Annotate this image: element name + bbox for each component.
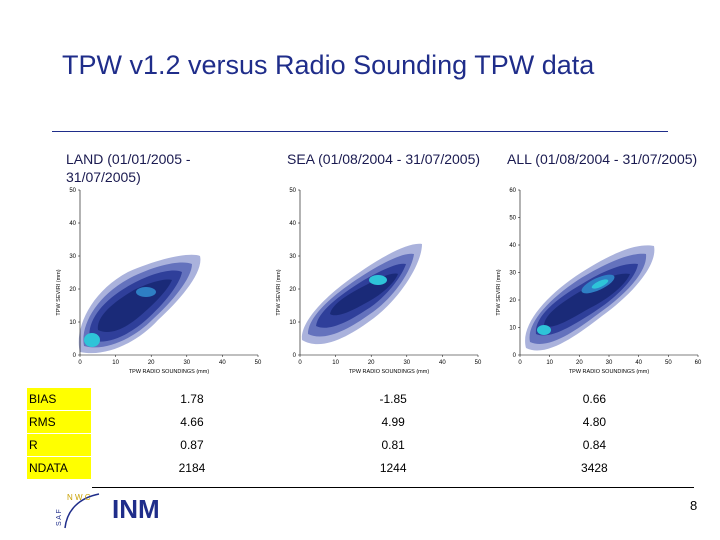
all-x-axis-label: TPW RADIO SOUNDINGS (mm)	[569, 369, 650, 375]
land-peak-1	[84, 333, 100, 347]
row-label: NDATA	[27, 456, 92, 480]
all-y-tick-label: 0	[513, 353, 517, 359]
land-density-plot: 0 10 20 30 40 50 0 10 20 30 40 50 TPW RADIO SOUNDING…	[56, 188, 262, 375]
cell: 4.66	[91, 410, 293, 434]
sea-y-tick-label: 50	[289, 188, 296, 194]
table-row: BIAS 1.78 -1.85 0.66	[27, 388, 695, 411]
land-x-axis-label: TPW RADIO SOUNDINGS (mm)	[129, 369, 210, 375]
row-label: BIAS	[27, 388, 92, 411]
all-x-tick-label: 40	[635, 360, 642, 366]
cell: 1244	[292, 456, 494, 480]
title-divider	[52, 131, 668, 132]
all-x-tick-label: 50	[665, 360, 672, 366]
land-y-axis-label: TPW SEVIRI (mm)	[56, 269, 62, 315]
inm-logo: INM	[112, 494, 160, 522]
caption-land-period: (01/01/2005 - 31/07/2005)	[66, 151, 191, 185]
all-x-tick-label: 60	[695, 360, 702, 366]
all-peak-2	[591, 279, 609, 289]
land-y-tick-label: 0	[73, 353, 77, 359]
sea-contours	[301, 243, 422, 345]
sea-y-axis-label: TPW SEVIRI (mm)	[276, 269, 282, 315]
all-x-tick-label: 10	[546, 360, 553, 366]
sea-x-tick-label: 0	[298, 360, 302, 366]
all-contour-4	[544, 273, 630, 327]
land-peak-2	[136, 287, 156, 297]
cell: 0.84	[493, 433, 695, 457]
cell: 3428	[493, 456, 695, 480]
land-y-tick-label: 10	[69, 320, 76, 326]
all-density-plot: 0 10 20 30 40 50 60 0 10 20 30 40 50 60 TPW RADIO SOUN…	[496, 188, 702, 375]
sea-x-tick-label: 20	[368, 360, 375, 366]
cell: 0.66	[493, 388, 695, 411]
land-y-tick-label: 20	[69, 287, 76, 293]
land-x-tick-label: 50	[255, 360, 262, 366]
inm-text: INM	[112, 494, 160, 522]
all-x-tick-label: 20	[576, 360, 583, 366]
land-y-tick-label: 30	[69, 254, 76, 260]
table-row: NDATA 2184 1244 3428	[27, 456, 695, 480]
caption-sea-name: SEA	[287, 151, 315, 167]
cell: -1.85	[292, 388, 494, 411]
sea-peak-1	[369, 275, 387, 285]
land-x-tick-label: 20	[148, 360, 155, 366]
sea-x-tick-label: 30	[403, 360, 410, 366]
cell: 0.87	[91, 433, 293, 457]
all-y-tick-label: 30	[509, 271, 516, 277]
land-y-tick-label: 40	[69, 221, 76, 227]
land-x-tick-label: 40	[219, 360, 226, 366]
nwc-saf-arc	[64, 493, 100, 529]
caption-sea-period: (01/08/2004 - 31/07/2005)	[318, 151, 481, 167]
sea-y-tick-label: 0	[293, 353, 297, 359]
caption-all-name: ALL	[507, 151, 532, 167]
cell: 1.78	[91, 388, 293, 411]
land-y-tick-label: 50	[69, 188, 76, 194]
caption-land: LAND (01/01/2005 - 31/07/2005)	[66, 150, 266, 186]
cell: 4.80	[493, 410, 695, 434]
sea-y-tick-label: 40	[289, 221, 296, 227]
land-x-tick-label: 10	[112, 360, 119, 366]
page-number: 8	[690, 498, 698, 513]
footer-divider	[92, 487, 694, 488]
all-y-tick-label: 20	[509, 298, 516, 304]
all-contours	[525, 245, 655, 351]
sea-x-tick-label: 10	[332, 360, 339, 366]
land-x-tick-label: 0	[78, 360, 82, 366]
nwc-saf-logo: N W C S A F	[56, 493, 100, 529]
nwc-text: N W C	[67, 493, 91, 502]
land-x-tick-label: 30	[183, 360, 190, 366]
land-contours	[78, 254, 201, 354]
saf-text: S A F	[56, 509, 63, 526]
sea-y-tick-label: 30	[289, 254, 296, 260]
slide-title: TPW v1.2 versus Radio Sounding TPW data	[62, 50, 595, 80]
caption-all-period: (01/08/2004 - 31/07/2005)	[535, 151, 698, 167]
sea-x-tick-label: 40	[439, 360, 446, 366]
table-row: R 0.87 0.81 0.84	[27, 433, 695, 457]
statistics-table: BIAS 1.78 -1.85 0.66 RMS 4.66 4.99 4.80 …	[27, 388, 695, 480]
all-y-axis-label: TPW SEVIRI (mm)	[496, 269, 502, 315]
all-y-tick-label: 10	[509, 326, 516, 332]
all-y-tick-label: 50	[509, 216, 516, 222]
all-peak-3	[537, 325, 551, 335]
caption-sea: SEA (01/08/2004 - 31/07/2005)	[287, 150, 487, 168]
caption-land-name: LAND	[66, 151, 104, 167]
table-row: RMS 4.66 4.99 4.80	[27, 410, 695, 434]
all-x-tick-label: 0	[518, 360, 522, 366]
all-x-tick-label: 30	[606, 360, 613, 366]
all-y-tick-label: 40	[509, 243, 516, 249]
sea-x-axis-label: TPW RADIO SOUNDINGS (mm)	[349, 369, 430, 375]
caption-all: ALL (01/08/2004 - 31/07/2005)	[507, 150, 707, 168]
cell: 0.81	[292, 433, 494, 457]
sea-x-tick-label: 50	[475, 360, 482, 366]
sea-y-tick-label: 20	[289, 287, 296, 293]
sea-density-plot: 0 10 20 30 40 50 0 10 20 30 40 50 TPW RADIO SOUNDING…	[276, 188, 482, 375]
cell: 4.99	[292, 410, 494, 434]
row-label: R	[27, 433, 92, 457]
sea-y-tick-label: 10	[289, 320, 296, 326]
row-label: RMS	[27, 410, 92, 434]
all-y-tick-label: 60	[509, 188, 516, 194]
cell: 2184	[91, 456, 293, 480]
